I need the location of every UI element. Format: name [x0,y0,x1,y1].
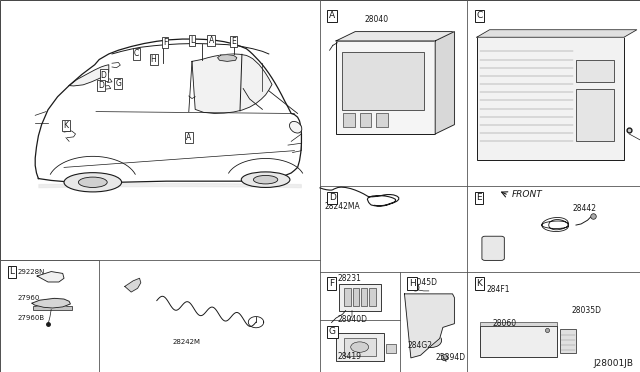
Bar [369,288,376,306]
Text: C: C [134,49,139,58]
Polygon shape [404,294,454,358]
Text: 284G2: 284G2 [408,341,433,350]
Text: 27960: 27960 [18,295,40,301]
Text: K: K [63,121,68,130]
Bar [353,288,359,306]
Text: 284F1: 284F1 [486,285,510,294]
Text: 28242M: 28242M [173,339,201,344]
Text: 28419: 28419 [338,352,362,361]
Bar [361,288,367,306]
Text: H: H [409,279,416,288]
Polygon shape [192,54,272,113]
Ellipse shape [426,296,432,300]
Ellipse shape [64,173,122,192]
Bar [480,326,557,357]
Bar [344,338,376,356]
Text: 28040: 28040 [365,15,389,24]
Bar [360,113,371,127]
Text: H: H [151,55,156,64]
Bar [336,333,384,361]
Polygon shape [69,65,109,86]
Text: 28231: 28231 [338,274,362,283]
Bar [477,37,624,160]
Text: 28442: 28442 [573,204,596,213]
Text: J28001JB: J28001JB [594,359,634,368]
Ellipse shape [79,177,107,187]
Bar [339,284,381,311]
Text: 28040D: 28040D [338,315,368,324]
Text: FRONT: FRONT [512,190,543,199]
Bar [560,329,576,353]
Ellipse shape [241,172,290,187]
Text: L: L [190,36,194,45]
Text: G: G [115,79,122,88]
Polygon shape [477,30,637,37]
FancyBboxPatch shape [336,41,435,134]
Bar [343,113,355,127]
Bar [0,260,99,372]
Text: 28045D: 28045D [408,278,438,287]
Text: 29228N: 29228N [18,269,45,275]
FancyBboxPatch shape [482,236,504,260]
Bar [376,113,388,127]
Polygon shape [125,278,141,292]
Polygon shape [336,32,454,41]
Text: E: E [231,37,236,46]
Text: 28060: 28060 [493,319,517,328]
Text: G: G [329,327,336,336]
Bar [386,344,396,353]
Text: C: C [476,11,483,20]
Text: L: L [10,267,15,276]
Polygon shape [32,298,70,308]
Ellipse shape [351,342,369,352]
Text: 27960B: 27960B [18,315,45,321]
Ellipse shape [289,121,302,133]
Ellipse shape [421,333,442,347]
Text: D: D [98,81,104,90]
Bar [344,288,351,306]
Text: D: D [100,71,107,80]
Text: F: F [163,38,167,47]
Bar [576,89,614,141]
Text: D: D [329,193,336,202]
Text: K: K [476,279,482,288]
Text: A: A [329,11,335,20]
Text: A: A [209,36,214,45]
Text: F: F [329,279,334,288]
Bar [33,306,72,310]
Text: A: A [186,133,191,142]
Text: 25394D: 25394D [435,353,465,362]
Bar [576,60,614,82]
Text: 28242MA: 28242MA [324,202,360,211]
Polygon shape [37,272,64,282]
Ellipse shape [253,176,278,184]
Text: E: E [476,193,482,202]
Text: 28035D: 28035D [572,306,602,315]
Bar [342,52,424,110]
Bar [480,322,557,326]
Polygon shape [218,55,237,61]
Polygon shape [435,32,454,134]
